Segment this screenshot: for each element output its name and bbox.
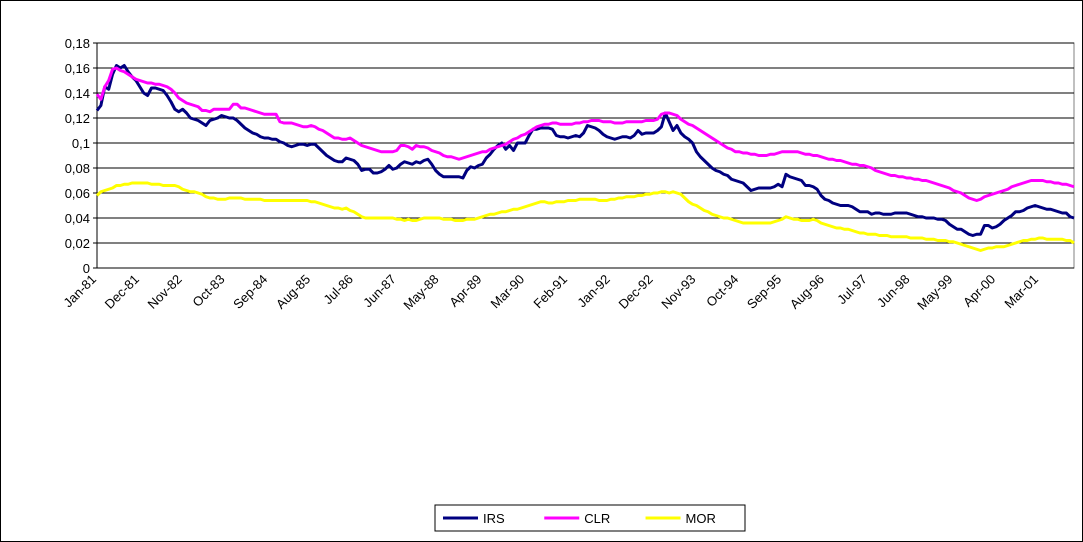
legend-label: CLR [584,511,610,526]
series-line [95,66,1075,202]
y-tick-label: 0,1 [72,136,90,151]
legend-label: IRS [483,511,505,526]
y-tick-label: 0,06 [65,186,90,201]
y-tick-label: 0,04 [65,211,90,226]
y-tick-label: 0,02 [65,236,90,251]
series-line [95,64,1075,237]
y-tick-label: 0 [83,261,90,276]
y-tick-label: 0,16 [65,61,90,76]
legend-label: MOR [686,511,716,526]
y-tick-label: 0,12 [65,111,90,126]
y-tick-label: 0,14 [65,86,90,101]
y-tick-label: 0,08 [65,161,90,176]
legend-box [434,504,746,532]
y-tick-label: 0,18 [65,36,90,51]
series-line [95,181,1075,252]
plot-area [96,42,1075,269]
